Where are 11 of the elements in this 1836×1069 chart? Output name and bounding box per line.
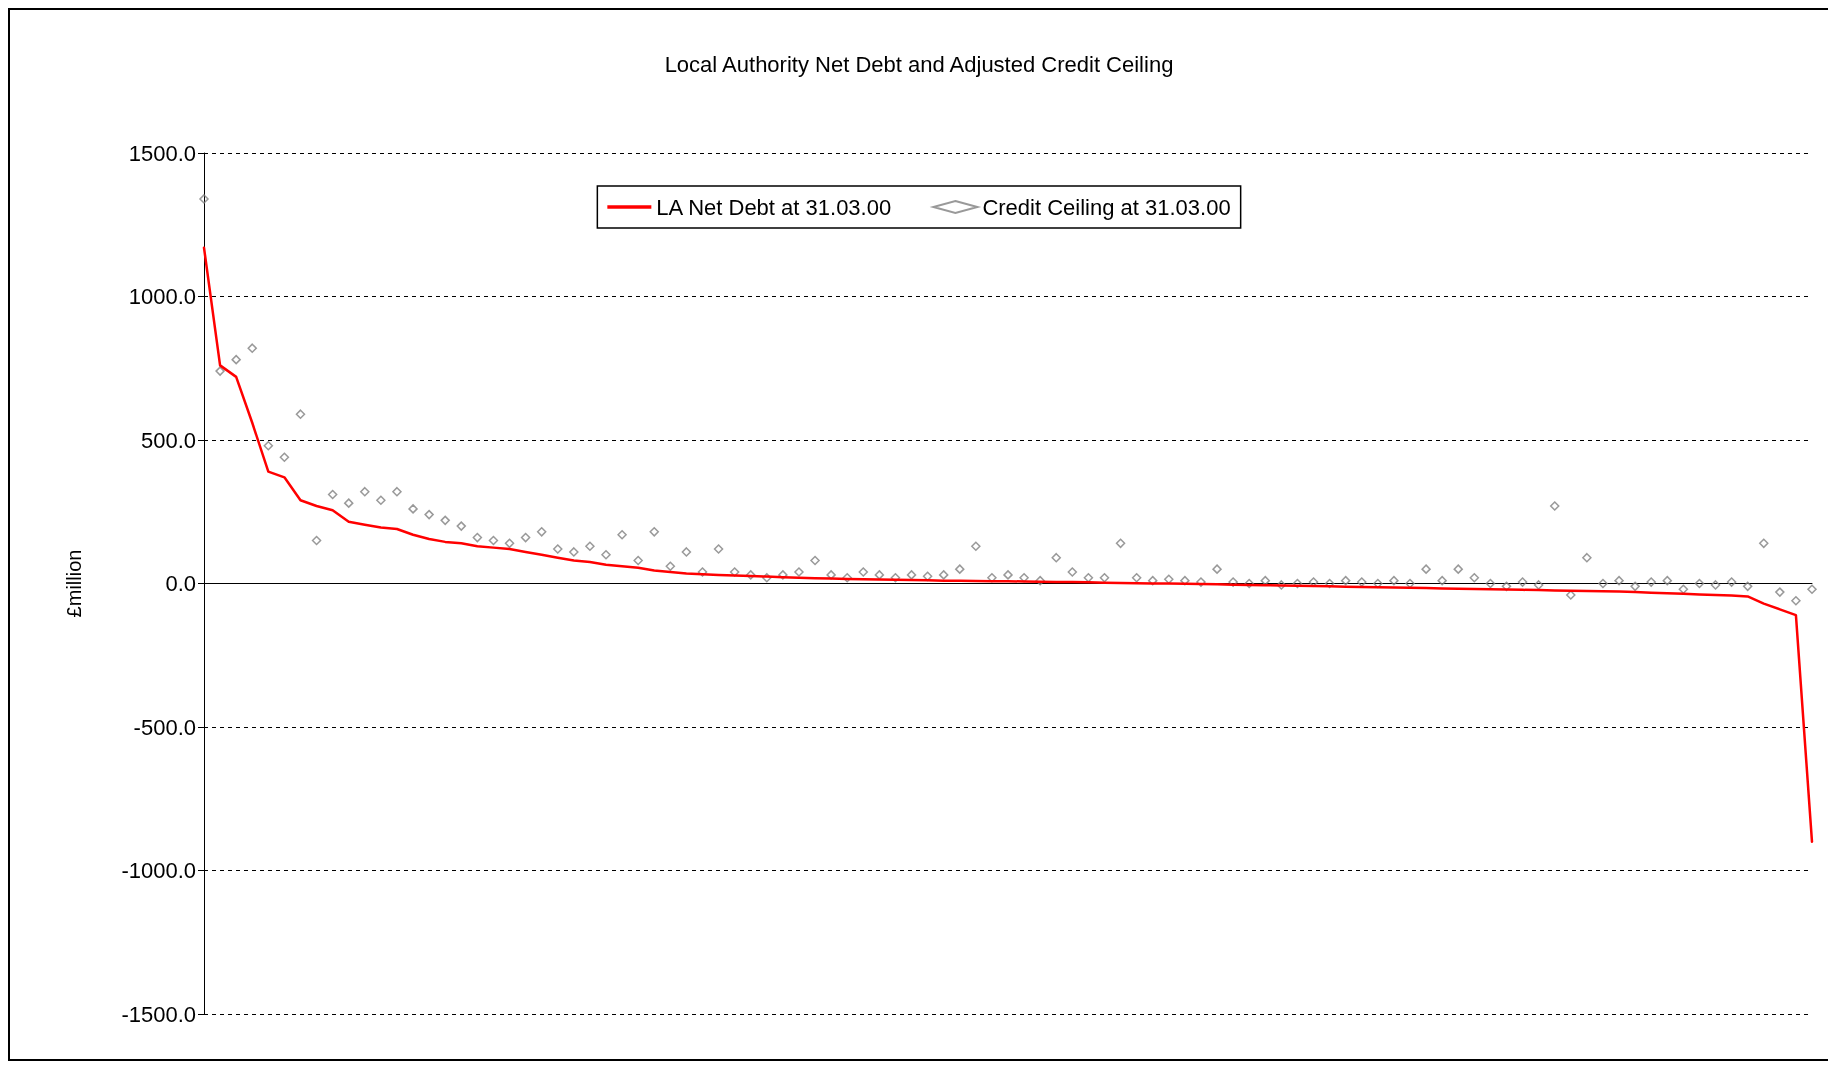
y-tick-label: -500.0	[133, 714, 196, 740]
legend-label: LA Net Debt at 31.03.00	[656, 194, 892, 220]
y-tick-label: -1000.0	[121, 858, 196, 883]
y-tick-label: -1500.0	[121, 1001, 196, 1027]
chart-title: Local Authority Net Debt and Adjusted Credit Ceiling	[664, 51, 1174, 77]
y-tick-label: 1000.0	[128, 284, 196, 309]
y-tick-label: 1500.0	[128, 140, 196, 166]
y-tick-label: 500.0	[140, 427, 196, 453]
legend-label: Credit Ceiling at 31.03.00	[982, 194, 1231, 220]
y-tick-label: 0.0	[165, 571, 196, 596]
y-axis-title: £million	[63, 549, 85, 618]
